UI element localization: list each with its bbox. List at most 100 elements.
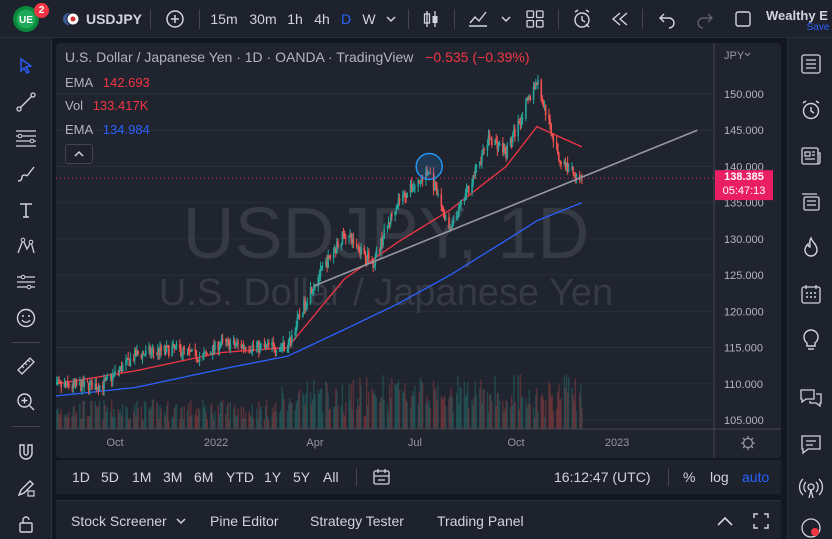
economic-calendar-button[interactable]	[788, 276, 832, 312]
user-avatar[interactable]: UE	[10, 0, 42, 38]
volume-bar	[351, 409, 354, 429]
cursor-tool[interactable]	[0, 48, 52, 84]
volume-bar	[90, 401, 92, 429]
fullscreen-toggle[interactable]	[730, 0, 756, 38]
interval-w[interactable]: W	[362, 11, 376, 27]
ema-slow-line[interactable]	[56, 202, 583, 397]
trendline-drawing[interactable]	[313, 129, 698, 287]
interval-dropdown[interactable]	[382, 0, 400, 38]
legend-ema-fast[interactable]: EMA 142.693	[65, 75, 150, 90]
volume-bar	[525, 398, 527, 429]
trendline-tool[interactable]	[0, 84, 52, 120]
alerts-button[interactable]	[788, 92, 832, 128]
undo-button[interactable]	[654, 0, 680, 38]
volume-bar	[342, 412, 345, 429]
volume-bar	[236, 415, 238, 429]
pattern-tool[interactable]	[0, 228, 52, 264]
volume-bar	[305, 393, 307, 429]
candle-body	[260, 344, 262, 346]
brush-tool[interactable]	[0, 156, 52, 192]
save-button[interactable]: Save	[806, 21, 830, 33]
alert-button[interactable]	[569, 0, 595, 38]
range-ytd[interactable]: YTD	[226, 469, 254, 485]
highlight-circle-drawing[interactable]	[415, 152, 443, 181]
hotlists-button[interactable]	[788, 230, 832, 266]
indicators-button[interactable]	[465, 0, 491, 38]
chart-pane[interactable]: USDJPY, 1D U.S. Dollar / Japanese Yen JP…	[56, 43, 781, 458]
range-1d[interactable]: 1D	[72, 469, 90, 485]
layout-button[interactable]	[522, 0, 548, 38]
interval-d[interactable]: D	[340, 11, 352, 27]
candle-body	[58, 381, 60, 383]
tab-trading-panel[interactable]: Trading Panel	[437, 512, 524, 529]
calendar-list-button[interactable]	[788, 184, 832, 220]
candle-body	[64, 383, 67, 386]
ema-fast-line[interactable]	[56, 125, 583, 385]
currency-chevron-icon	[744, 52, 751, 57]
tab-stock-screener[interactable]: Stock Screener	[71, 501, 187, 539]
tab-pine-editor[interactable]: Pine Editor	[210, 512, 279, 529]
legend-volume[interactable]: Vol 133.417K	[65, 98, 148, 113]
messages-button[interactable]	[788, 426, 832, 462]
chart-type-button[interactable]	[418, 0, 444, 38]
maximize-panel-button[interactable]	[752, 501, 770, 539]
date-range-button[interactable]	[372, 460, 392, 494]
text-tool[interactable]	[0, 192, 52, 228]
chart-settings-gear-icon[interactable]	[741, 436, 755, 450]
utc-clock[interactable]: 16:12:47 (UTC)	[554, 469, 651, 485]
log-scale-toggle[interactable]: log	[710, 469, 729, 485]
interval-1h[interactable]: 1h	[287, 11, 303, 27]
redo-button[interactable]	[692, 0, 718, 38]
candle-body	[72, 381, 75, 388]
measure-tool[interactable]	[0, 348, 52, 384]
candle-body	[374, 255, 377, 265]
zoom-tool[interactable]	[0, 384, 52, 420]
compare-symbol-button[interactable]	[162, 0, 188, 38]
range-5y[interactable]: 5Y	[293, 469, 311, 485]
account-name[interactable]: Wealthy E	[766, 7, 828, 23]
candle-body	[402, 194, 404, 202]
percent-scale-toggle[interactable]: %	[683, 469, 696, 485]
volume-bar	[440, 395, 442, 429]
range-5d[interactable]: 5D	[101, 469, 119, 485]
lock-drawings-tool[interactable]	[0, 506, 52, 539]
volume-bar	[317, 390, 319, 429]
range-3m[interactable]: 3M	[163, 469, 183, 485]
collapse-legend-button[interactable]	[65, 144, 93, 164]
range-1y[interactable]: 1Y	[264, 469, 282, 485]
range-1m[interactable]: 1M	[132, 469, 152, 485]
prediction-tool[interactable]	[0, 264, 52, 300]
auto-scale-toggle[interactable]: auto	[742, 469, 770, 485]
alarm-clock-icon	[574, 9, 590, 28]
tab-strategy-tester[interactable]: Strategy Tester	[310, 512, 404, 529]
ideas-button[interactable]	[788, 322, 832, 358]
range-6m[interactable]: 6M	[194, 469, 214, 485]
currency-label[interactable]: JPY	[724, 50, 745, 62]
interval-15m[interactable]: 15m	[210, 11, 238, 27]
collapse-panel-button[interactable]	[716, 501, 734, 539]
icons-tool[interactable]	[0, 300, 52, 336]
range-all[interactable]: All	[323, 469, 339, 485]
replay-button[interactable]	[607, 0, 633, 38]
indicators-dropdown[interactable]	[497, 0, 515, 38]
candle-body	[220, 339, 223, 344]
candle-body	[119, 366, 122, 370]
candle-body	[229, 343, 232, 350]
magnet-tool[interactable]	[0, 434, 52, 470]
volume-bar	[172, 418, 174, 429]
trendline-layer	[313, 129, 698, 287]
interval-4h[interactable]: 4h	[314, 11, 330, 27]
stay-in-drawing-tool[interactable]	[0, 470, 52, 506]
legend-ema-slow[interactable]: EMA 134.984	[65, 122, 150, 137]
symbol-search-button[interactable]: USDJPY	[62, 0, 142, 38]
candle-body	[474, 166, 477, 176]
streams-button[interactable]	[788, 470, 832, 506]
fib-tool[interactable]	[0, 120, 52, 156]
watchlist-button[interactable]	[788, 46, 832, 82]
price-chart-svg[interactable]: USDJPY, 1D U.S. Dollar / Japanese Yen JP…	[56, 43, 781, 458]
chats-button[interactable]	[788, 380, 832, 416]
candle-body	[534, 82, 537, 89]
news-button[interactable]	[788, 138, 832, 174]
interval-30m[interactable]: 30m	[249, 11, 277, 27]
help-button[interactable]	[788, 510, 832, 539]
